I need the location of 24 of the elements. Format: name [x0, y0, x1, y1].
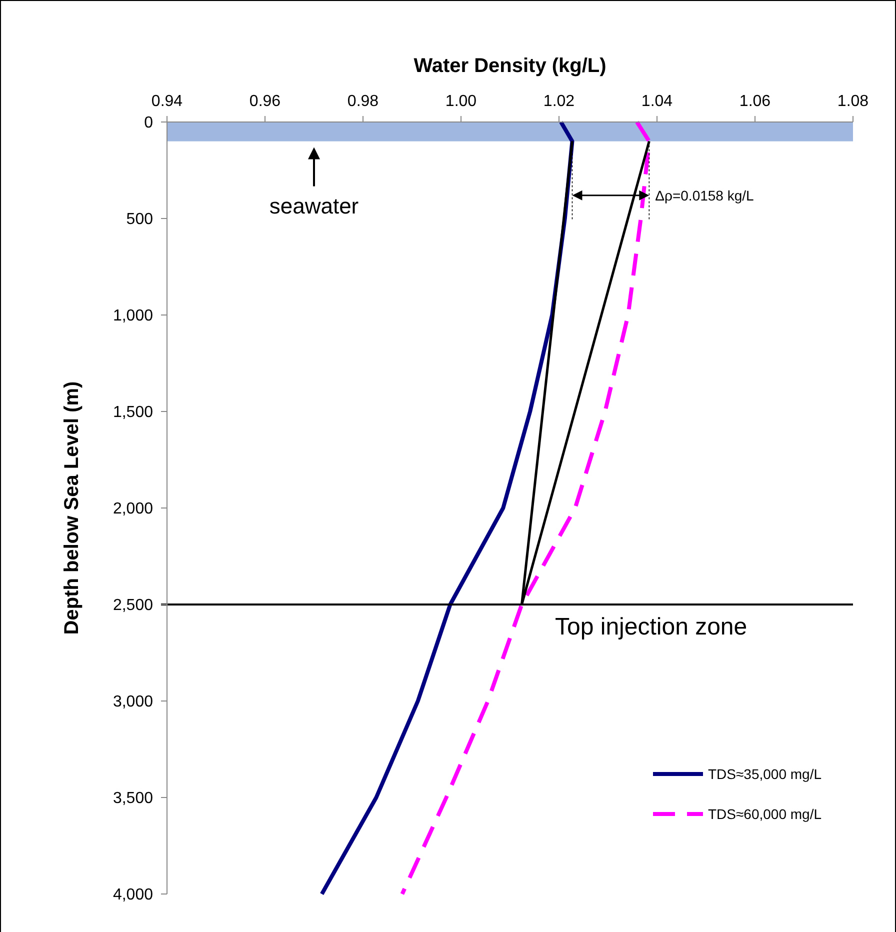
x-tick-label: 1.08: [837, 93, 869, 110]
x-tick-label: 0.98: [347, 93, 379, 110]
y-tick-label: 4,000: [112, 886, 154, 904]
y-axis-title: Depth below Sea Level (m): [61, 381, 83, 635]
legend-label: TDS≈35,000 mg/L: [708, 766, 822, 782]
band-label: seawater: [269, 193, 359, 218]
y-tick-label: 3,000: [112, 694, 154, 711]
x-tick-label: 1.06: [739, 93, 771, 110]
annotation: Δρ=0.0158 kg/L: [655, 187, 754, 204]
y-tick-label: 500: [126, 211, 154, 228]
x-tick-label: 1.00: [445, 93, 477, 110]
y-tick-label: 3,500: [112, 790, 154, 808]
y-tick-label: 0: [144, 114, 154, 132]
x-tick-label: 1.04: [641, 93, 673, 110]
y-tick-label: 2,000: [112, 500, 154, 518]
x-tick-label: 1.02: [543, 93, 575, 110]
legend-label: TDS≈60,000 mg/L: [708, 806, 822, 822]
x-axis-title: Water Density (kg/L): [414, 55, 606, 77]
x-tick-label: 0.94: [151, 93, 183, 110]
x-tick-label: 0.96: [249, 93, 281, 110]
y-tick-label: 1,500: [112, 404, 154, 422]
ref-line-label: Top injection zone: [555, 614, 748, 640]
y-tick-label: 1,000: [112, 308, 154, 325]
y-tick-label: 2,500: [112, 597, 154, 614]
